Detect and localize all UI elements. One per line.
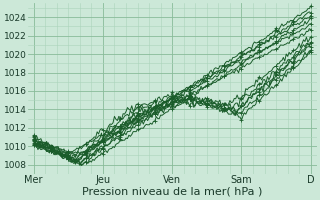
X-axis label: Pression niveau de la mer( hPa ): Pression niveau de la mer( hPa ): [82, 187, 262, 197]
